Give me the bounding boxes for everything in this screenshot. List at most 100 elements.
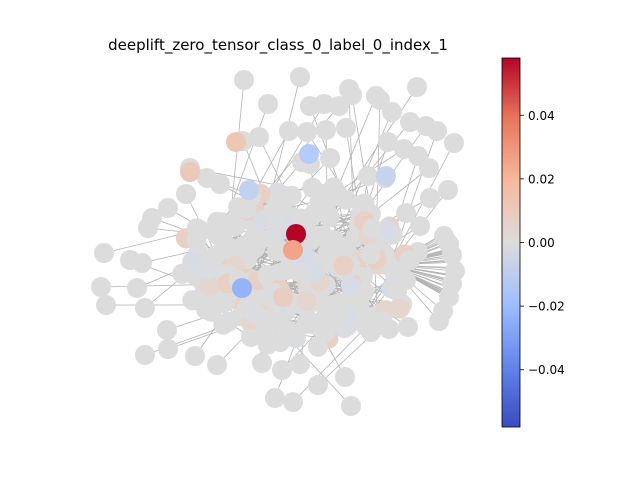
graph-node [341,396,361,416]
graph-node [198,259,219,280]
graph-node [276,260,297,281]
graph-node [420,188,440,208]
graph-node [283,392,303,412]
graph-node [91,277,111,297]
figure-title: deeplift_zero_tensor_class_0_label_0_ind… [108,36,448,55]
graph-node [389,298,410,319]
graph-node-highlighted [226,132,246,152]
graph-node [336,118,356,138]
graph-node [319,207,340,228]
graph-node [419,158,439,178]
graph-node [234,70,254,90]
graph-node [316,120,336,140]
graph-node [186,229,207,250]
graph-node [354,310,375,331]
graph-node [135,298,155,318]
graph-node [158,198,178,218]
graph-node [360,244,381,265]
graph-node [138,218,158,238]
graph-node [279,121,299,141]
graph-node [302,314,323,335]
graph-node [340,275,361,296]
graph-node [290,67,310,87]
graph-node [320,148,340,168]
graph-node [249,127,269,147]
graph-node [257,265,278,286]
graph-node [372,310,393,331]
colorbar-ticks: 0.04 0.02 0.00 −0.02 −0.04 [520,109,565,377]
graph-node [387,281,407,301]
graph-node [398,317,418,337]
graph-node [333,255,354,276]
graph-node [176,184,196,204]
graph-node [207,211,228,232]
graph-edge [370,167,430,215]
graph-node-highlighted [299,144,319,164]
graph-node [270,332,291,352]
graph-node [228,197,249,218]
graph-node [127,278,147,298]
graph-node [158,339,178,359]
graph-node [429,311,449,331]
graph-node-highlighted [376,166,396,186]
graph-node [378,132,398,152]
graph-node [272,360,292,380]
graph-node [185,346,205,366]
graph-node [438,180,458,200]
graph-node [94,243,114,263]
graph-node [399,250,420,271]
graph-node [265,215,286,236]
graph-node [335,236,356,257]
colorbar-gradient [501,57,521,428]
graph-node [336,189,357,210]
graph-node [266,240,287,261]
graph-node [157,320,177,340]
graph-node [308,375,328,395]
graph-node [172,263,193,284]
graph-node [370,90,390,110]
graph-node [258,94,278,114]
graph-node [296,291,317,311]
graph-node [297,122,317,142]
graph-node [304,261,325,282]
graph-node [349,292,370,313]
graph-node [407,77,427,97]
graph-node [396,203,416,223]
graph-node [245,238,266,259]
graph-node [135,345,155,365]
colorbar-tick-label: −0.04 [528,363,565,377]
colorbar-tick-label: 0.00 [528,236,555,250]
colorbar: 0.04 0.02 0.00 −0.02 −0.04 [501,57,565,428]
graph-node-highlighted [239,180,259,200]
graph-node [96,295,116,315]
graph-node [226,216,246,237]
graph-node [318,241,338,262]
graph-node-highlighted [180,162,200,182]
graph-node [290,354,310,374]
graph-node [213,314,234,335]
graph-node [329,96,349,116]
colorbar-tick-label: 0.04 [528,109,555,123]
graph-node [384,257,404,278]
graph-node [245,303,266,324]
graph-node [358,166,378,186]
graph-node [323,177,344,198]
graph-node [308,336,328,357]
graph-node-highlighted [283,240,303,260]
graph-node [252,353,272,373]
graph-node [400,112,420,132]
graph-node [199,275,220,296]
colorbar-tick-label: −0.02 [528,300,565,314]
graph-node [362,218,383,239]
graph-node [427,121,447,141]
graph-node [207,355,227,375]
graph-node [442,245,462,265]
graph-node [314,94,334,114]
graph-node [335,367,355,387]
graph-node-highlighted [273,287,293,307]
graph-node [410,216,430,236]
graph-node [444,133,464,153]
graph-nodes [91,67,465,416]
graph-node [132,253,152,273]
